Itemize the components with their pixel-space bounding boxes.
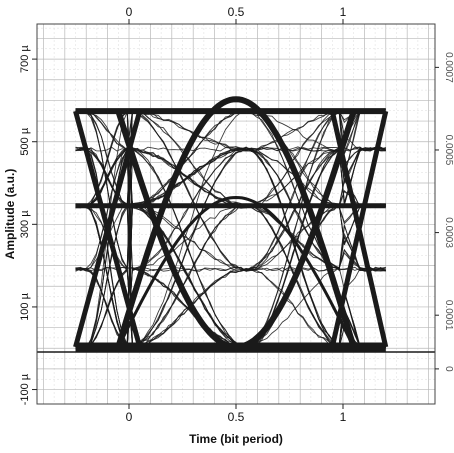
y-tick-label: 300 µ <box>19 210 31 238</box>
y-tick-label: 100 µ <box>19 292 31 320</box>
x-tick-label: 0.5 <box>228 410 245 424</box>
y-axis-label: Amplitude (a.u.) <box>3 169 17 260</box>
axis-layer: 0 0.5 1 0 0.5 1 -100 µ 100 µ 300 µ 500 µ 700 µ 0 0.0… <box>19 5 454 424</box>
x-tick-label: 1 <box>340 410 347 424</box>
top-x-tick-label: 0.5 <box>228 5 245 19</box>
x-axis-label: Time (bit period) <box>189 432 283 446</box>
eye-inner-arc <box>116 195 356 348</box>
right-tick-label: 0.0001 <box>443 300 454 331</box>
plot-layer <box>37 96 435 353</box>
y-tick-label: 500 µ <box>19 127 31 155</box>
right-tick-label: 0.0007 <box>443 52 454 83</box>
eye-crossing-band <box>329 110 389 348</box>
right-tick-label: 0.0003 <box>443 217 454 248</box>
y-tick-label: -100 µ <box>19 373 31 405</box>
y-tick-label: 700 µ <box>19 45 31 73</box>
x-tick-label: 0 <box>126 410 133 424</box>
top-x-tick-label: 0 <box>126 5 133 19</box>
right-tick-label: 0.0005 <box>443 135 454 166</box>
right-tick-label: 0 <box>443 366 454 372</box>
eye-crossing-band <box>73 110 143 348</box>
top-x-tick-label: 1 <box>340 5 347 19</box>
